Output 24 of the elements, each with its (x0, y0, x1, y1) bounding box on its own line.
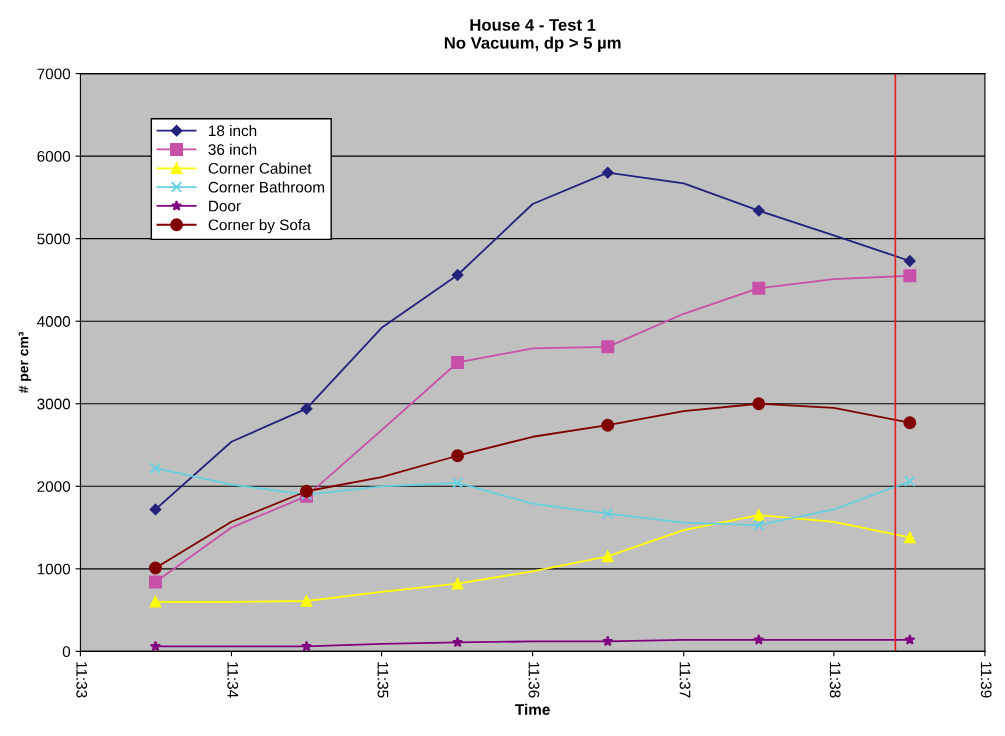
y-tick-label: 5000 (37, 233, 71, 245)
legend-label: Door (209, 200, 241, 212)
x-tick-label: 11:35 (377, 662, 389, 698)
y-tick-label: 7000 (37, 68, 71, 80)
y-tick-label: 0 (62, 646, 71, 658)
y-tick-label: 3000 (37, 398, 71, 410)
x-tick-label: 11:34 (227, 662, 239, 698)
legend-label: 36 inch (208, 143, 257, 155)
y-tick-label: 6000 (37, 151, 71, 162)
legend-label: 18 inch (209, 124, 257, 137)
x-tick-label: 11:36 (528, 662, 540, 698)
x-tick-label: 11:37 (679, 662, 691, 698)
legend-label: Corner by Sofa (208, 219, 311, 234)
y-tick-label: 1000 (37, 563, 71, 575)
legend-label: Corner Bathroom (208, 181, 325, 193)
legend-label: Corner Cabinet (208, 162, 312, 174)
y-tick-label: 4000 (37, 316, 71, 327)
x-tick-label: 11:39 (980, 662, 992, 698)
y-tick-label: 2000 (37, 481, 71, 492)
x-tick-label: 11:38 (829, 662, 841, 698)
x-tick-label: 11:33 (76, 662, 88, 698)
chart-title: House 4 - Test 1 No Vacuum, dp > 5 µm (444, 19, 621, 53)
x-axis-title: Time (515, 703, 550, 715)
y-axis-title: # per cm³ (18, 331, 32, 394)
